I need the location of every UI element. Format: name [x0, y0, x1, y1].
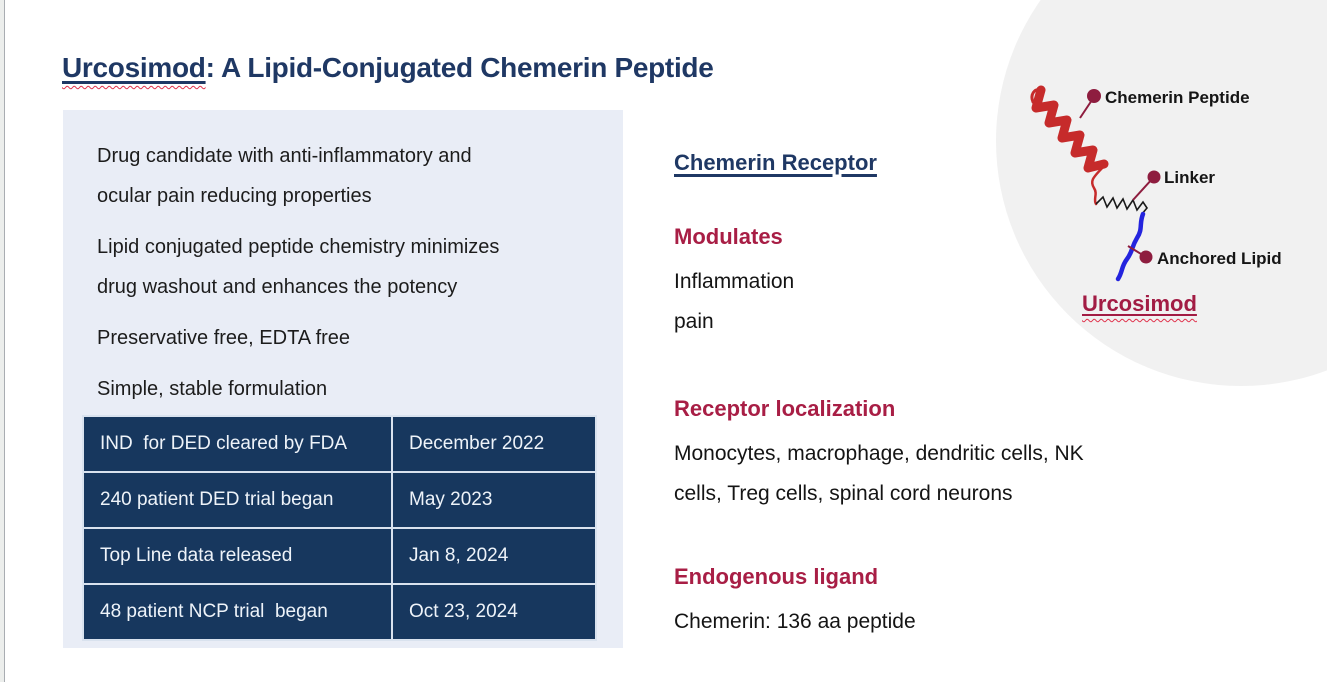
decorative-circle [996, 0, 1327, 386]
milestone-label-cell: IND for DED cleared by FDA [82, 415, 393, 473]
milestone-date-cell: May 2023 [391, 471, 597, 529]
info-paragraph: Drug candidate with anti-inflammatory an… [97, 136, 593, 216]
table-row: IND for DED cleared by FDA December 2022 [82, 415, 597, 473]
window-left-edge [0, 0, 5, 682]
info-paragraph: Preservative free, EDTA free [97, 318, 593, 358]
milestone-label-cell: Top Line data released [82, 527, 393, 585]
milestone-label-cell: 240 patient DED trial began [82, 471, 393, 529]
milestone-label-cell: 48 patient NCP trial began [82, 583, 393, 641]
chemerin-receptor-heading: Chemerin Receptor [674, 150, 877, 175]
info-line: ocular pain reducing properties [97, 185, 372, 207]
table-row: 240 patient DED trial began May 2023 [82, 471, 597, 529]
info-line: drug washout and enhances the potency [97, 276, 458, 298]
table-row: 48 patient NCP trial began Oct 23, 2024 [82, 583, 597, 641]
endogenous-ligand-title: Endogenous ligand [674, 564, 879, 589]
info-paragraph: Lipid conjugated peptide chemistry minim… [97, 227, 593, 307]
localization-line: Monocytes, macrophage, dendritic cells, … [674, 442, 1084, 465]
anchored-lipid-label: Anchored Lipid [1157, 249, 1282, 268]
milestones-table: IND for DED cleared by FDA December 2022… [82, 415, 597, 641]
info-line: Simple, stable formulation [97, 378, 328, 400]
title-highlight: Urcosimod [62, 52, 206, 83]
modulates-title: Modulates [674, 224, 783, 249]
info-line: Preservative free, EDTA free [97, 327, 351, 349]
table-row: Top Line data released Jan 8, 2024 [82, 527, 597, 585]
modulates-line: pain [674, 310, 714, 333]
linker-label: Linker [1164, 168, 1216, 187]
info-paragraph: Simple, stable formulation [97, 369, 593, 409]
chemerin-peptide-label: Chemerin Peptide [1105, 88, 1250, 107]
info-line: Lipid conjugated peptide chemistry minim… [97, 236, 500, 258]
milestone-date-cell: Oct 23, 2024 [391, 583, 597, 641]
info-line: Drug candidate with anti-inflammatory an… [97, 145, 472, 167]
page-title: Urcosimod: A Lipid-Conjugated Chemerin P… [62, 52, 714, 84]
receptor-localization-title: Receptor localization [674, 396, 896, 421]
title-rest: : A Lipid-Conjugated Chemerin Peptide [205, 52, 714, 83]
milestone-date-cell: Jan 8, 2024 [391, 527, 597, 585]
localization-line: cells, Treg cells, spinal cord neurons [674, 482, 1013, 505]
modulates-line: Inflammation [674, 270, 795, 293]
ligand-line: Chemerin: 136 aa peptide [674, 610, 916, 633]
urcosimod-molecule-label: Urcosimod [1082, 291, 1197, 316]
milestone-date-cell: December 2022 [391, 415, 597, 473]
